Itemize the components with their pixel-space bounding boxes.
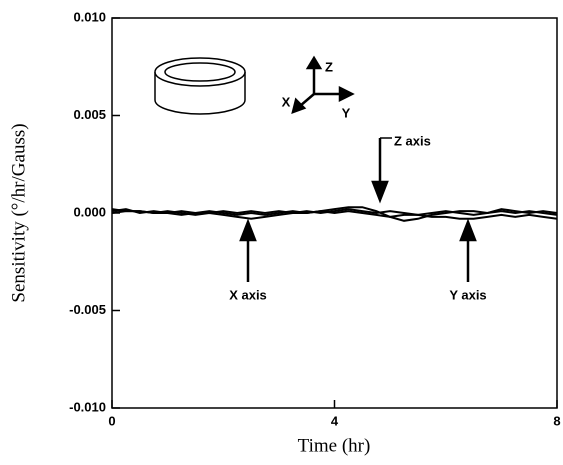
x-tick-label: 4 [331,413,339,428]
y-tick-label: 0.005 [73,107,106,122]
y-tick-label: -0.010 [69,399,106,414]
data-line [111,206,558,222]
x-axis-title: Time (hr) [298,435,371,456]
x-tick-label: 8 [553,413,560,428]
inset-axes [291,55,355,114]
inset-cylinder [154,57,246,115]
y-tick-label: 0.010 [73,9,106,24]
annotation-arrows [239,137,477,282]
y-tick-label: -0.005 [69,302,106,317]
inset-axis-label: X [282,94,291,109]
x-tick-label: 0 [108,413,115,428]
y-axis-title: Sensitivity (°/hr/Gauss) [8,123,29,302]
inset-axis-label: Z [325,59,333,74]
inset-axis-label: Y [342,105,351,120]
series-annotation: Y axis [449,287,486,302]
series-annotation: X axis [229,287,267,302]
data-line [111,208,558,220]
series-annotation: Z axis [394,133,431,148]
y-tick-label: 0.000 [73,204,106,219]
